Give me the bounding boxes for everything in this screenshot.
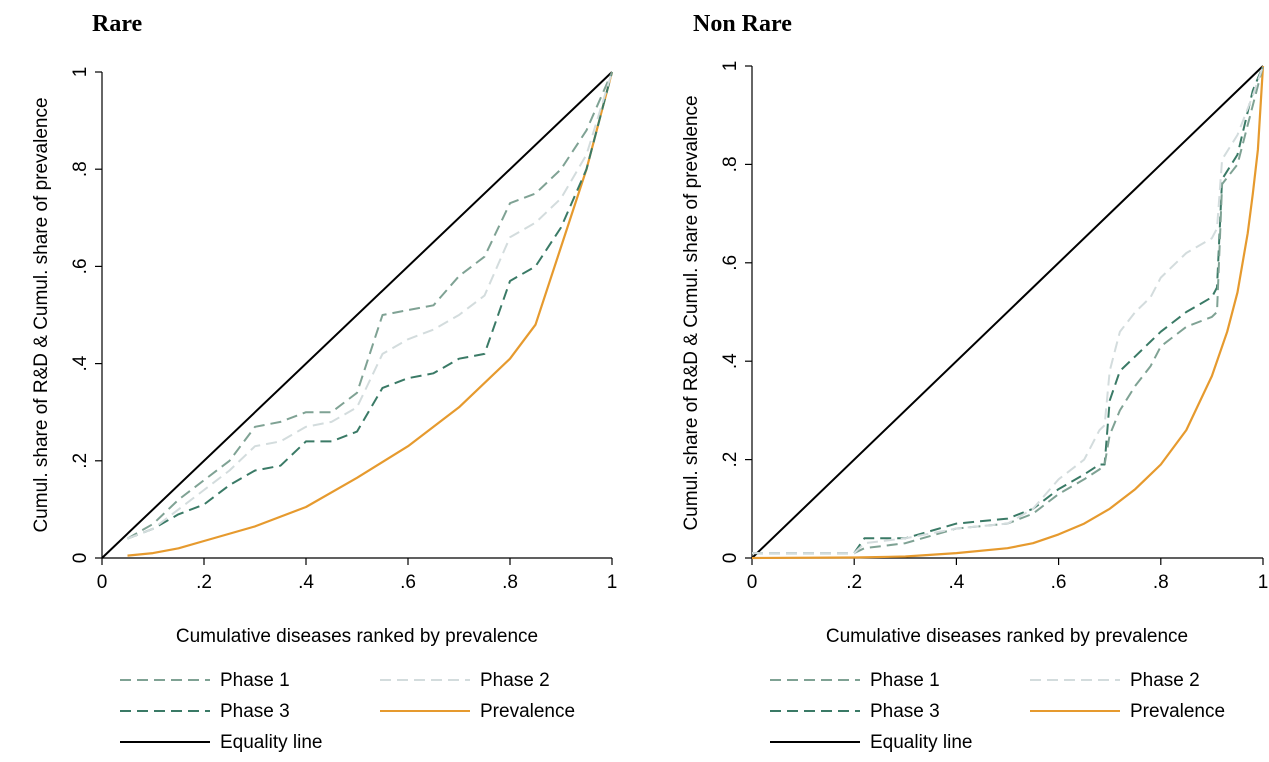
x-tick-label: .6 [400, 572, 416, 593]
y-tick-label: 0 [70, 553, 91, 564]
y-tick-label: 1 [720, 61, 741, 72]
x-axis-title: Cumulative diseases ranked by prevalence [826, 626, 1188, 647]
legend-label-prevalence: Prevalence [480, 701, 575, 722]
series-line-phase-2 [752, 65, 1264, 555]
chart-panel-non-rare: Non Rare 0 .2 .4 .6 .8 1 0 .2 .4 .6 .8 1 Cumulative d… [681, 11, 1268, 753]
y-tick-label: .6 [720, 255, 741, 271]
legend-label-prevalence: Prevalence [1130, 701, 1225, 722]
series-line-phase-3 [127, 71, 613, 540]
series-line-phase-2 [127, 71, 613, 540]
legend-label-equality-line: Equality line [870, 732, 972, 753]
y-axis-title: Cumul. share of R&D & Cumul. share of pr… [31, 97, 52, 532]
y-tick-label: .8 [70, 161, 91, 177]
y-tick-label: .8 [720, 156, 741, 172]
x-axis-title: Cumulative diseases ranked by prevalence [176, 626, 538, 647]
x-tick-label: .2 [846, 572, 862, 593]
legend-label-phase-1: Phase 1 [220, 670, 290, 691]
series-line-equality-line [751, 65, 1264, 559]
legend-label-phase-2: Phase 2 [1130, 670, 1200, 691]
y-tick-label: .6 [70, 258, 91, 274]
legend-label-phase-1: Phase 1 [870, 670, 940, 691]
series-line-prevalence [127, 71, 614, 557]
series-line-equality-line [101, 71, 613, 559]
y-axis-title: Cumul. share of R&D & Cumul. share of pr… [681, 95, 702, 530]
y-tick-label: .4 [70, 355, 91, 371]
y-tick-label: .2 [70, 453, 91, 469]
x-tick-label: .6 [1051, 572, 1067, 593]
x-tick-label: .8 [502, 572, 518, 593]
x-tick-label: 1 [1258, 572, 1269, 593]
chart-panel-rare: Rare 0 .2 .4 .6 .8 1 0 .2 .4 .6 .8 1 Cumulative disea… [31, 11, 617, 753]
series-line-phase-1 [127, 71, 613, 540]
y-tick-label: 1 [70, 67, 91, 78]
x-tick-label: .4 [298, 572, 314, 593]
x-tick-label: 0 [97, 572, 108, 593]
panel-title: Non Rare [693, 11, 792, 37]
x-tick-label: .4 [948, 572, 964, 593]
panel-title: Rare [92, 11, 143, 37]
x-tick-label: 1 [607, 572, 618, 593]
y-tick-label: .4 [720, 353, 741, 369]
x-tick-label: .2 [196, 572, 212, 593]
x-tick-label: 0 [747, 572, 758, 593]
legend-label-phase-3: Phase 3 [220, 701, 290, 722]
legend-label-phase-3: Phase 3 [870, 701, 940, 722]
legend-label-phase-2: Phase 2 [480, 670, 550, 691]
x-tick-label: .8 [1153, 572, 1169, 593]
legend-label-equality-line: Equality line [220, 732, 322, 753]
y-tick-label: 0 [720, 553, 741, 564]
series-line-prevalence [751, 65, 1265, 560]
y-tick-label: .2 [720, 452, 741, 468]
